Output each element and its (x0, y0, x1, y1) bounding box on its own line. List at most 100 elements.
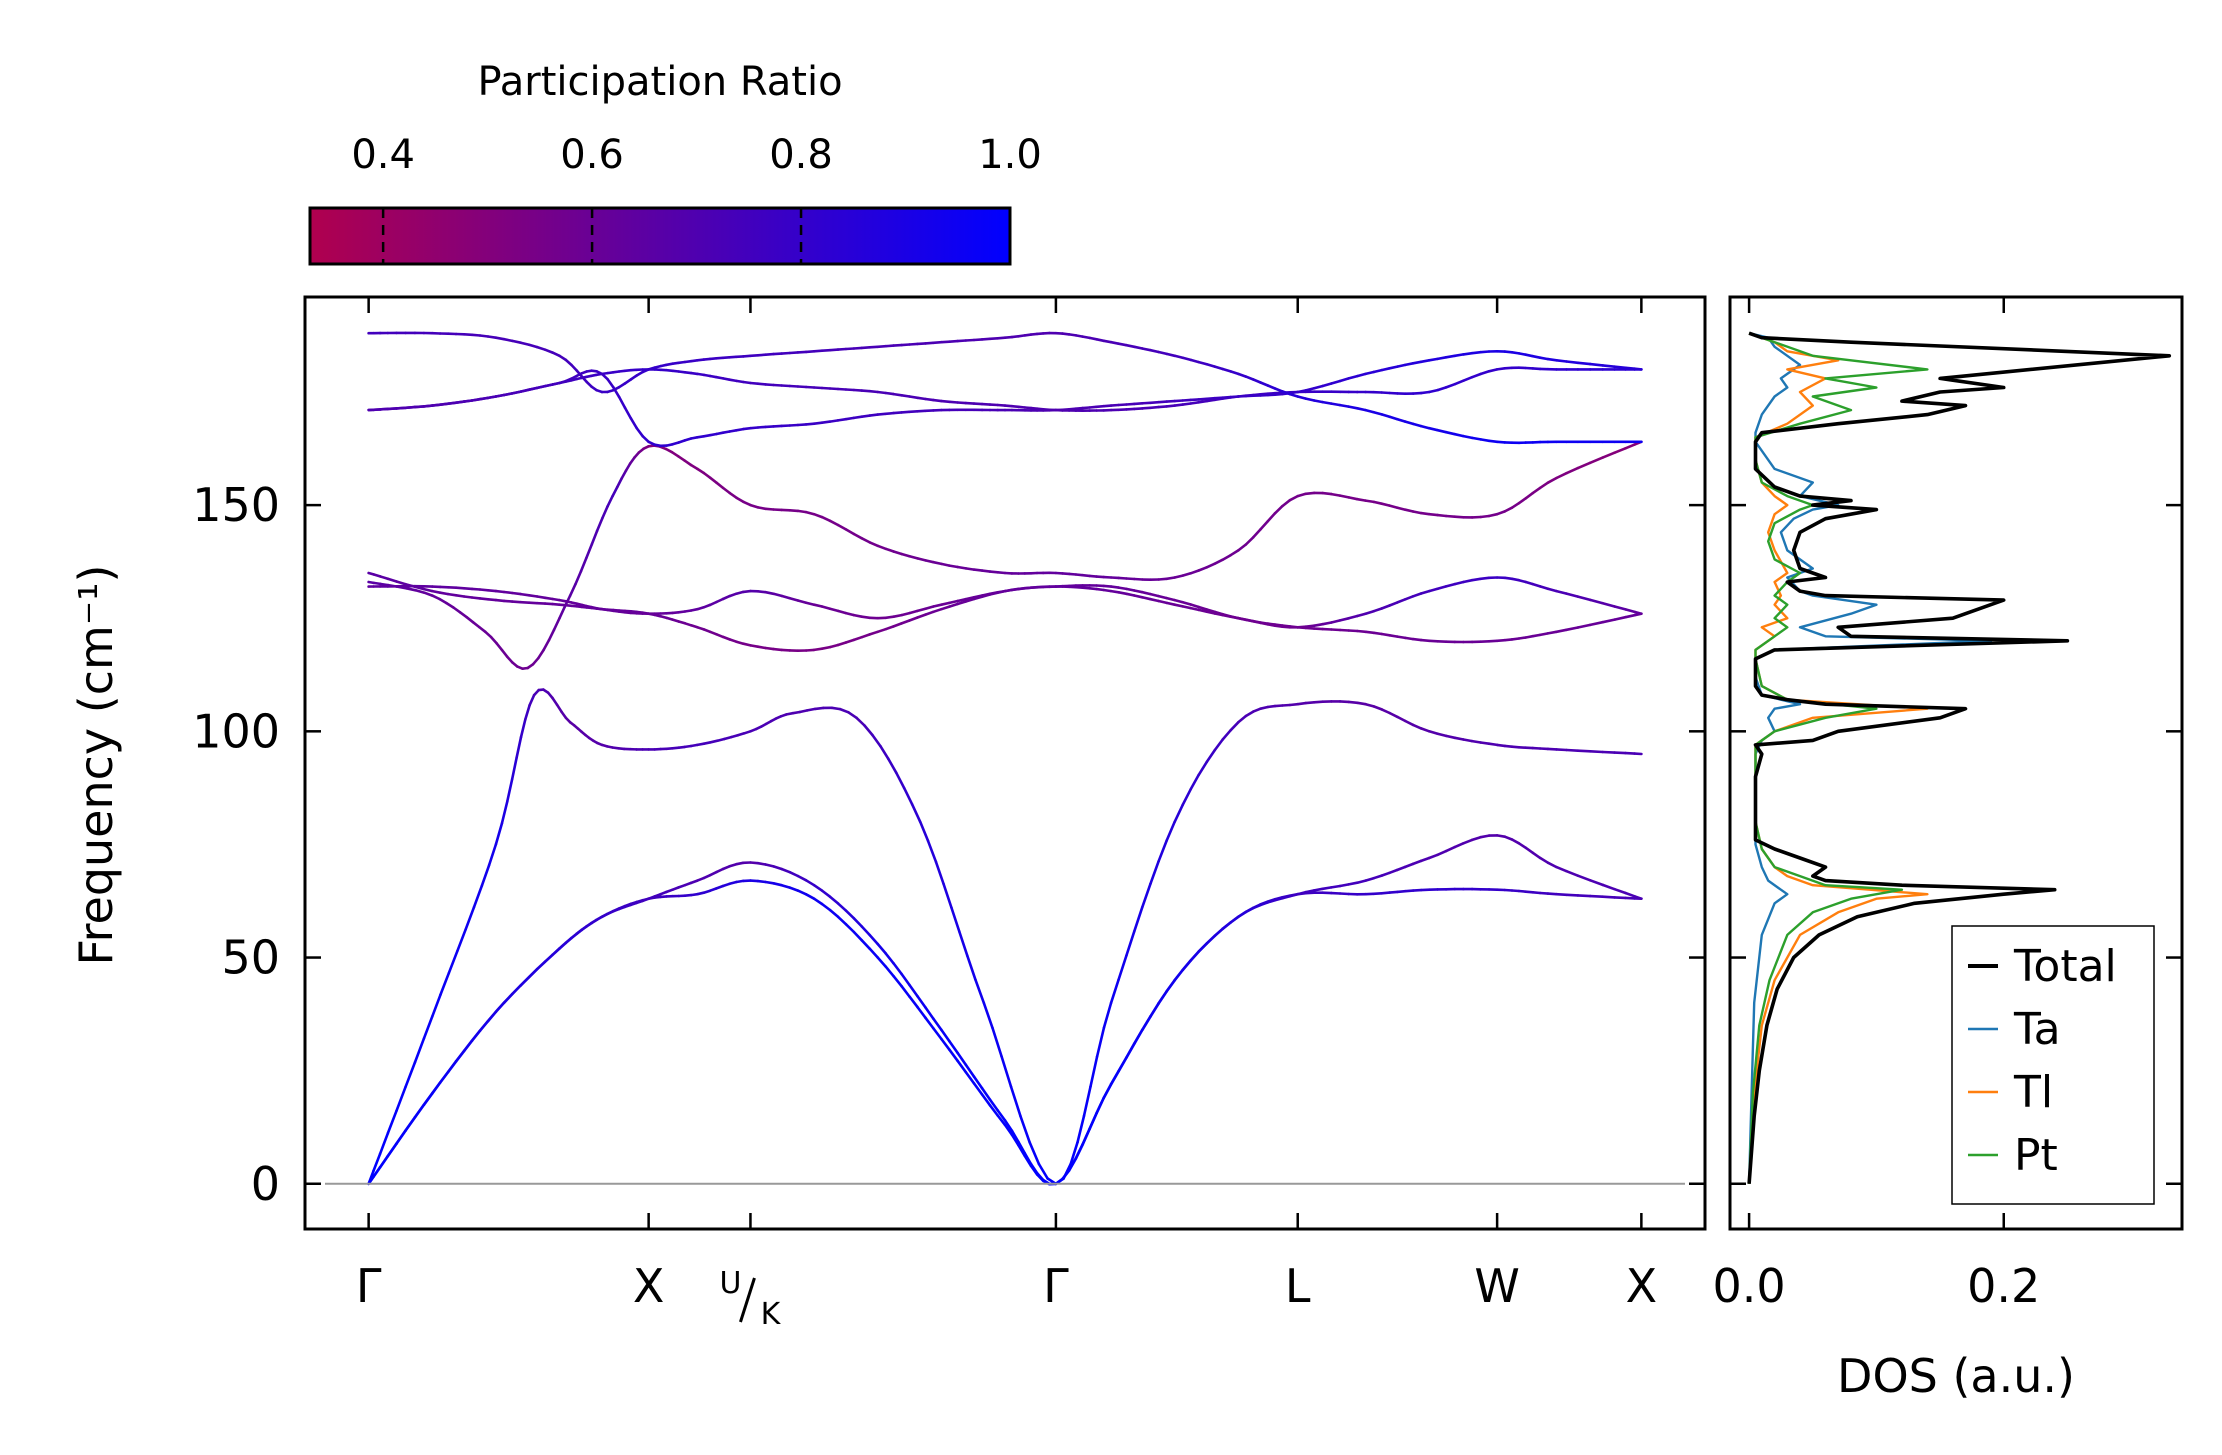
legend-label-ta: Ta (2013, 1004, 2061, 1055)
branch-segment (1117, 403, 1128, 407)
branch-segment (1213, 365, 1224, 371)
branch-segment (988, 1098, 1000, 1112)
branch-segment (535, 960, 547, 971)
branch-segment (956, 600, 968, 606)
branch-segment (494, 1001, 506, 1014)
branch-segment (1411, 723, 1423, 730)
branch-segment (478, 396, 490, 401)
branch-segment (982, 1001, 994, 1030)
branch-segment (1419, 589, 1431, 595)
branch-segment (1229, 549, 1240, 557)
branch-segment (900, 552, 911, 558)
branch-segment (386, 1109, 398, 1135)
branch-segment (916, 557, 927, 562)
branch-segment (405, 586, 417, 592)
branch-segment (804, 648, 816, 652)
branch-segment (1495, 510, 1507, 516)
branch-segment (1149, 597, 1160, 603)
branch-segment (1338, 377, 1350, 383)
branch-segment (918, 820, 930, 843)
branch-segment (886, 757, 898, 775)
branch-segment (1624, 613, 1636, 619)
branch-segment (860, 925, 872, 937)
branch-segment (1141, 401, 1152, 405)
branch-segment (820, 386, 832, 390)
branch-segment (1273, 504, 1284, 515)
legend-label-tl: Tl (2013, 1067, 2053, 1118)
branch-segment (1427, 853, 1439, 860)
x-axis-title-dos: DOS (a.u.) (1837, 1349, 2075, 1403)
branch-segment (1404, 508, 1415, 513)
branch-segment (1427, 388, 1439, 394)
branch-segment (1173, 598, 1184, 604)
branch-segment (836, 902, 848, 912)
branch-segment (606, 377, 615, 389)
branch-segment (1436, 355, 1448, 361)
branch-segment (1141, 595, 1152, 601)
branch-segment (972, 338, 984, 342)
branch-segment (1546, 747, 1558, 751)
branch-segment (948, 564, 959, 569)
kpoint-label-k: K (761, 1297, 782, 1332)
branch-segment (916, 396, 927, 401)
branch-segment (812, 897, 824, 906)
branch-segment (1411, 592, 1423, 598)
branch-segment (1555, 865, 1568, 873)
branch-segment (527, 593, 539, 598)
branch-segment (1546, 587, 1558, 593)
branch-segment (1205, 608, 1217, 614)
dos-axes: 0.0 0.2 (1713, 297, 2182, 1313)
branch-segment (1396, 506, 1407, 512)
kpoint-label: L (1285, 1259, 1311, 1313)
branch-segment (1479, 438, 1491, 443)
branch-segment (1624, 366, 1636, 371)
colorbar: Participation Ratio 0.4 0.6 0.8 1.0 (308, 59, 1042, 266)
branch-segment (1372, 368, 1383, 374)
branch-segment (796, 509, 808, 514)
branch-segment (1565, 748, 1580, 753)
branch-segment (964, 595, 976, 601)
branch-segment (1125, 1042, 1136, 1059)
branch-segment (1259, 519, 1270, 531)
branch-segment (1244, 710, 1255, 718)
branch-segment (1444, 382, 1457, 389)
branch-segment (1404, 420, 1415, 426)
branch-acoustic-3 (367, 688, 1643, 1186)
branch-segment (1197, 608, 1209, 614)
branch-segment (702, 471, 712, 480)
branch-segment (1076, 1114, 1086, 1144)
branch-segment (1436, 585, 1448, 591)
legend-label-total: Total (2013, 941, 2117, 992)
branch-segment (500, 648, 509, 659)
branch-segment (1197, 360, 1209, 366)
branch-segment (916, 607, 927, 613)
branch-segment (1102, 1082, 1113, 1100)
branch-segment (1117, 954, 1128, 981)
branch-segment (422, 1015, 434, 1040)
branch-segment (1205, 396, 1217, 401)
branch-segment (828, 643, 840, 649)
dos-frame (1728, 295, 2184, 1231)
branch-segment (1453, 580, 1465, 586)
branch-segment (1427, 426, 1439, 432)
branch-segment (462, 595, 474, 599)
branch-segment (446, 592, 458, 597)
branch-segment (828, 607, 840, 613)
branch-segment (932, 398, 943, 403)
branch-segment (948, 599, 959, 605)
branch-segment (804, 510, 816, 516)
branch-segment (948, 400, 959, 404)
branch-segment (404, 1116, 417, 1132)
branch-segment (535, 384, 547, 390)
branch-segment (1347, 405, 1359, 410)
branch-segment (1356, 497, 1367, 502)
branch-segment (454, 400, 466, 405)
branch-segment (1062, 1162, 1072, 1180)
branch-segment (413, 585, 426, 591)
branch-segment (1470, 577, 1482, 582)
branch-segment (430, 993, 442, 1018)
branch-segment (868, 947, 880, 959)
branch-segment (940, 562, 951, 567)
branch-segment (916, 613, 927, 619)
branch-segment (462, 1039, 474, 1053)
